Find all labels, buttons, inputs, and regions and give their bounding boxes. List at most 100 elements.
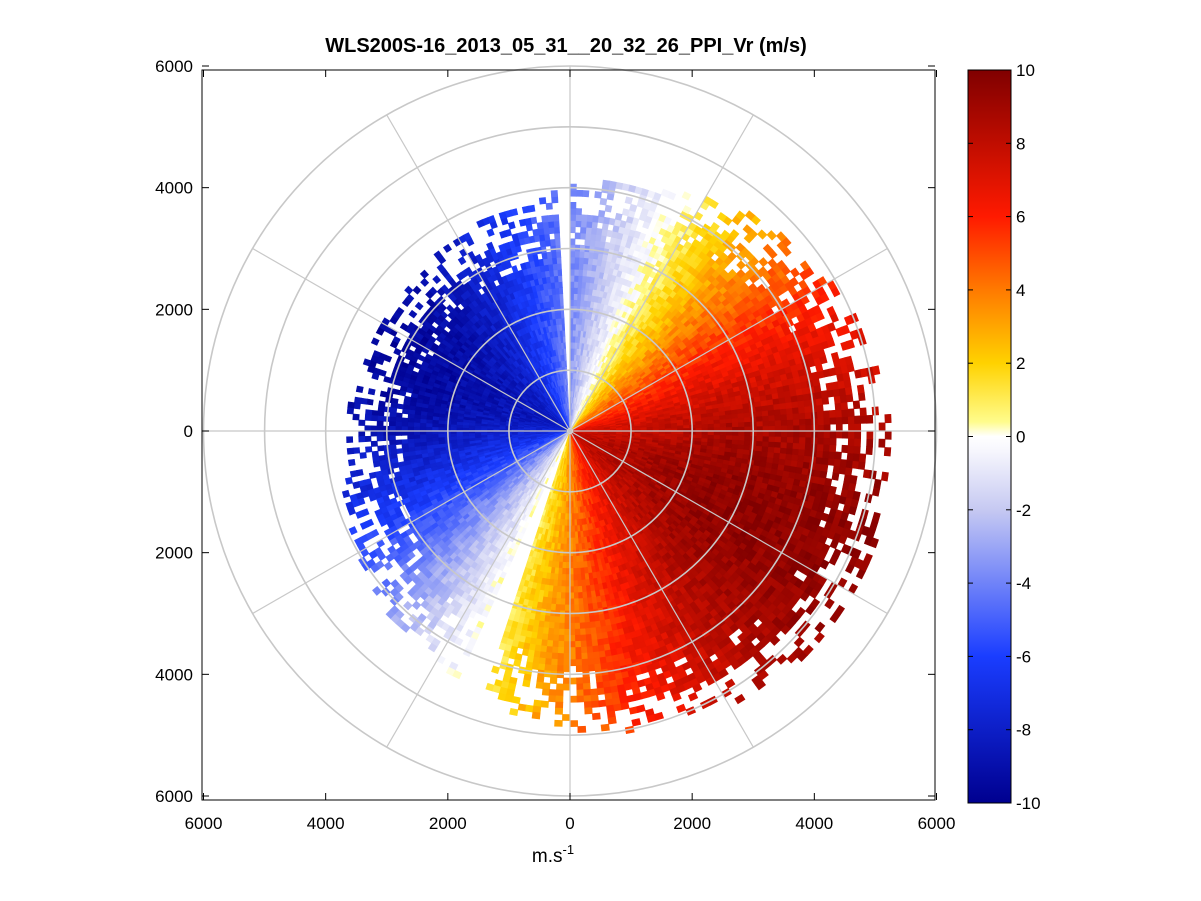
range-gate-cell [848, 423, 855, 432]
range-gate-cell [835, 423, 843, 432]
range-gate-cell [821, 396, 830, 405]
range-gate-cell [556, 269, 563, 277]
range-gate-cell [360, 397, 368, 405]
range-gate-cell [884, 413, 892, 424]
range-gate-cell [353, 402, 361, 410]
range-gate-cell [572, 299, 578, 307]
range-gate-cell [791, 400, 799, 409]
range-gate-cell [774, 414, 782, 421]
range-gate-cell [376, 435, 384, 442]
range-gate-cell [792, 418, 800, 426]
range-gate-cell [407, 422, 415, 428]
range-gate-cell [719, 422, 727, 428]
range-gate-cell [532, 228, 540, 237]
range-gate-cell [346, 447, 355, 455]
range-gate-cell [574, 256, 580, 264]
range-gate-cell [841, 416, 849, 425]
range-gate-cell [774, 419, 782, 426]
range-gate-cell [780, 424, 788, 432]
range-gate-cell [437, 420, 445, 425]
range-gate-cell [407, 430, 415, 436]
range-gate-cell [346, 407, 355, 415]
range-gate-cell [581, 269, 588, 277]
range-gate-cell [834, 402, 842, 411]
range-gate-cell [804, 411, 812, 420]
range-gate-cell [789, 267, 801, 278]
range-gate-cell [551, 196, 559, 204]
range-gate-cell [776, 231, 787, 242]
range-gate-cell [598, 209, 606, 218]
range-gate-cell [707, 423, 715, 428]
range-gate-cell [786, 413, 794, 421]
range-gate-cell [341, 489, 351, 499]
range-gate-cell [845, 393, 854, 403]
range-gate-cell [407, 426, 415, 432]
range-gate-cell [582, 257, 589, 265]
range-gate-cell [773, 408, 782, 416]
range-gate-cell [878, 422, 886, 432]
range-gate-cell [425, 419, 433, 425]
range-gate-cell [725, 426, 733, 432]
range-gate-cell [554, 232, 561, 240]
range-gate-cell [569, 250, 576, 258]
range-gate-cell [580, 220, 587, 228]
range-gate-cell [737, 416, 745, 423]
range-gate-cell [833, 395, 842, 404]
range-gate-cell [401, 408, 410, 415]
range-gate-cell [379, 390, 388, 398]
range-gate-cell [539, 240, 546, 248]
range-gate-cell [377, 410, 385, 417]
range-gate-cell [584, 239, 591, 247]
range-gate-cell [370, 425, 378, 432]
range-gate-cell [785, 407, 794, 415]
range-gate-cell [541, 215, 549, 223]
range-gate-cell [866, 414, 874, 424]
range-gate-cell [364, 435, 372, 443]
range-gate-cell [768, 414, 776, 421]
range-gate-cell [376, 430, 384, 437]
range-gate-cell [756, 283, 767, 294]
range-gate-cell [569, 256, 575, 264]
range-gate-cell [569, 238, 576, 246]
range-gate-cell [358, 419, 366, 426]
range-gate-cell [569, 202, 577, 209]
range-gate-cell [370, 430, 378, 437]
range-gate-cell [401, 417, 409, 423]
range-gate-cell [401, 430, 408, 436]
range-gate-cell [743, 416, 751, 423]
range-gate-cell [538, 197, 547, 205]
range-gate-cell [725, 422, 733, 428]
range-gate-cell [793, 424, 801, 432]
range-gate-cell [822, 410, 831, 419]
range-gate-cell [368, 471, 377, 480]
range-gate-cell [847, 408, 855, 417]
range-gate-cell [843, 378, 852, 388]
range-gate-cell [816, 410, 825, 419]
range-gate-cell [365, 409, 373, 416]
range-gate-cell [389, 411, 397, 418]
range-gate-cell [371, 409, 379, 417]
range-gate-cell [541, 252, 548, 260]
range-gate-cell [804, 405, 812, 413]
range-gate-cell [744, 210, 756, 221]
range-gate-cell [521, 205, 530, 214]
range-gate-cell [518, 218, 527, 227]
range-gate-cell [590, 227, 598, 235]
range-gate-cell [576, 287, 582, 295]
range-gate-cell [817, 424, 825, 432]
range-gate-cell [621, 208, 630, 217]
range-gate-cell [856, 384, 865, 394]
range-gate-cell [553, 220, 560, 228]
range-gate-cell [366, 398, 374, 406]
range-gate-cell [585, 220, 593, 229]
range-gate-cell [815, 397, 824, 406]
range-gate-cell [604, 204, 613, 213]
range-gate-cell [550, 190, 559, 198]
range-gate-cell [744, 425, 752, 432]
range-gate-cell [768, 419, 776, 427]
range-gate-cell [758, 257, 769, 268]
range-gate-cell [569, 207, 577, 215]
range-gate-cell [735, 210, 746, 221]
range-gate-cell [573, 262, 580, 270]
range-gate-cell [787, 424, 794, 432]
